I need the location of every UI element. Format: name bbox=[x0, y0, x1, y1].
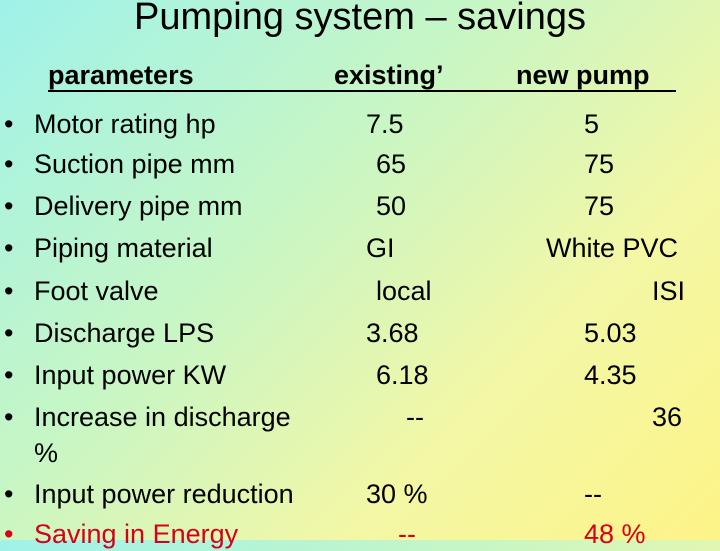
row-existing-value: 30 % bbox=[366, 479, 428, 509]
bullet-icon: • bbox=[4, 479, 14, 509]
row-existing-value: 7.5 bbox=[366, 109, 404, 139]
bullet-icon: • bbox=[4, 402, 14, 432]
row-parameter: Discharge LPS bbox=[34, 318, 215, 348]
bullet-icon: • bbox=[4, 519, 14, 549]
row-parameter: Delivery pipe mm bbox=[34, 191, 243, 221]
row-existing-value: -- bbox=[398, 519, 416, 549]
bullet-icon: • bbox=[4, 276, 14, 306]
bullet-icon: • bbox=[4, 233, 14, 263]
header-new-pump: new pump bbox=[516, 60, 650, 90]
row-parameter: Input power KW bbox=[34, 360, 227, 390]
row-parameter: Saving in Energy bbox=[34, 519, 239, 549]
row-existing-value: 6.18 bbox=[376, 360, 429, 390]
header-existing: existing’ bbox=[334, 60, 444, 90]
row-existing-value: 3.68 bbox=[366, 318, 419, 348]
row-parameter: Increase in discharge bbox=[34, 402, 291, 432]
bullet-icon: • bbox=[4, 191, 14, 221]
row-existing-value: 50 bbox=[376, 191, 407, 221]
row-new-value: 5 bbox=[584, 109, 600, 139]
row-new-value: 4.35 bbox=[584, 360, 637, 390]
row-new-value: White PVC bbox=[546, 233, 679, 263]
bullet-icon: • bbox=[4, 360, 14, 390]
row-new-value: 75 bbox=[584, 149, 615, 179]
row-new-value: 75 bbox=[584, 191, 615, 221]
row-parameter: Piping material bbox=[34, 233, 213, 263]
row-parameter-continuation: % bbox=[34, 438, 59, 468]
row-new-value: 36 bbox=[652, 402, 683, 432]
header-parameters: parameters bbox=[48, 60, 194, 90]
row-existing-value: -- bbox=[406, 402, 424, 432]
row-parameter: Input power reduction bbox=[34, 479, 294, 509]
row-new-value: 48 % bbox=[584, 519, 646, 549]
bullet-icon: • bbox=[4, 149, 14, 179]
header-underline bbox=[48, 90, 676, 92]
row-new-value: -- bbox=[584, 479, 602, 509]
row-existing-value: local bbox=[376, 276, 432, 306]
slide-title: Pumping system – savings bbox=[134, 0, 586, 38]
row-parameter: Foot valve bbox=[34, 276, 159, 306]
row-existing-value: GI bbox=[366, 233, 395, 263]
row-parameter: Suction pipe mm bbox=[34, 149, 236, 179]
bullet-icon: • bbox=[4, 318, 14, 348]
row-existing-value: 65 bbox=[376, 149, 407, 179]
row-new-value: 5.03 bbox=[584, 318, 637, 348]
row-new-value: ISI bbox=[652, 276, 686, 306]
row-parameter: Motor rating hp bbox=[34, 109, 216, 139]
bullet-icon: • bbox=[4, 109, 14, 139]
